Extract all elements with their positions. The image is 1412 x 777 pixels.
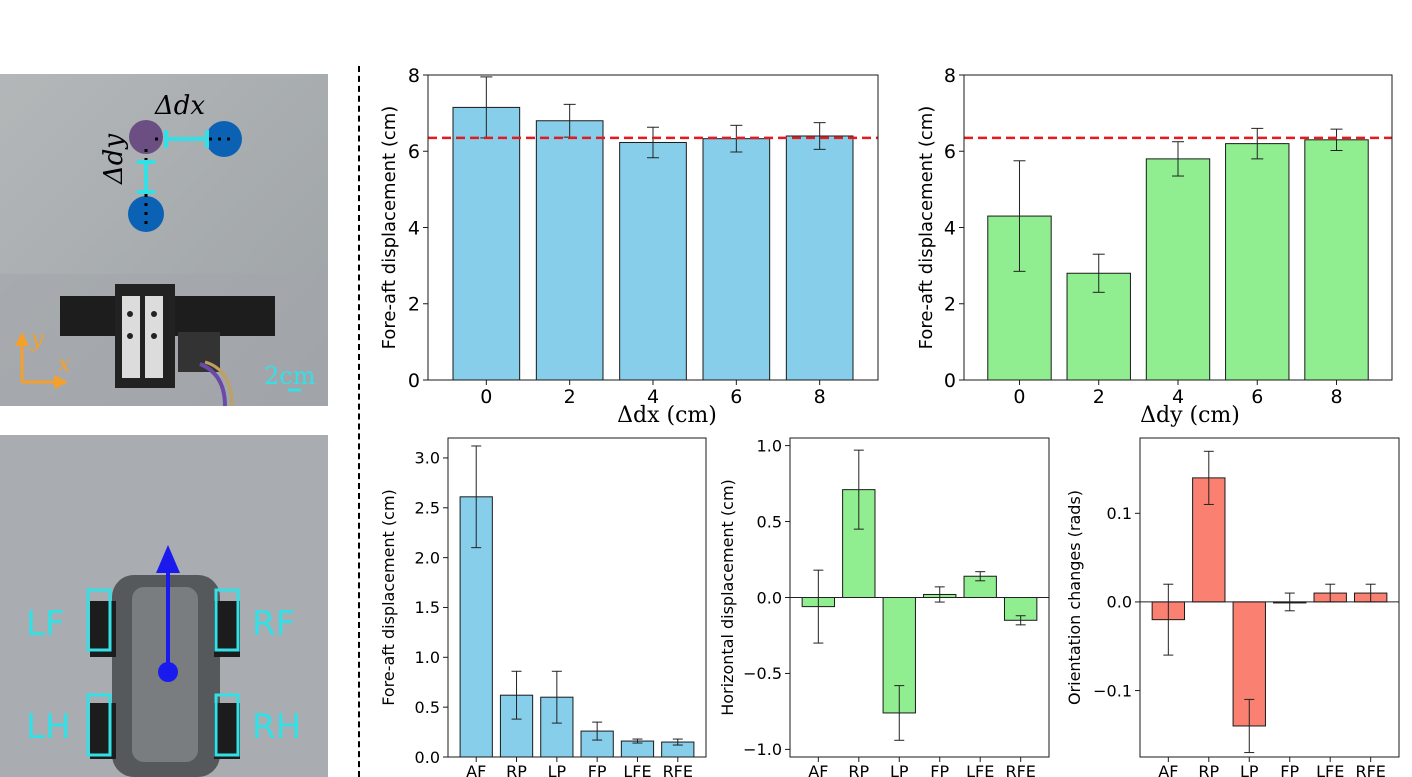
chart-horizontal: −1.0 −0.5 0.0 0.5 1.0 AF RP LP FP LFE RFE Horizonta… bbox=[718, 436, 1050, 777]
axes-icon bbox=[15, 332, 68, 389]
axis-label-y: y bbox=[30, 327, 44, 352]
ytick-label-horizontal-4: 1.0 bbox=[757, 436, 782, 455]
xtick-label-dy-8: 8 bbox=[1330, 386, 1342, 408]
ytick-label-foreaft-2: 1.0 bbox=[415, 648, 440, 667]
xtick-label-orientation-AF: AF bbox=[1158, 762, 1178, 777]
xtick-label-dx-0: 0 bbox=[480, 386, 492, 408]
xtick-label-orientation-RFE: RFE bbox=[1355, 762, 1385, 777]
xtick-label-horizontal-RFE: RFE bbox=[1005, 762, 1035, 777]
bar-dy-6 bbox=[1225, 143, 1290, 381]
xtick-label-orientation-LFE: LFE bbox=[1316, 762, 1344, 777]
xlabel-dx: Δdx (cm) bbox=[617, 403, 717, 428]
xtick-label-horizontal-RP: RP bbox=[848, 762, 869, 777]
leg-label-rh: RH bbox=[252, 707, 301, 747]
ylabel-dx: Fore-aft displacement (cm) bbox=[379, 106, 400, 350]
ytick-label-foreaft-6: 3.0 bbox=[415, 449, 440, 468]
ytick-label-dx-3: 6 bbox=[408, 141, 420, 163]
xtick-label-foreaft-AF: AF bbox=[466, 762, 486, 777]
xtick-label-dy-2: 2 bbox=[1093, 386, 1105, 408]
xtick-label-orientation-LP: LP bbox=[1240, 762, 1259, 777]
ytick-label-dy-3: 6 bbox=[944, 141, 956, 163]
xtick-label-foreaft-FP: FP bbox=[588, 762, 607, 777]
xtick-label-dx-4: 4 bbox=[647, 386, 659, 408]
xtick-label-horizontal-AF: AF bbox=[808, 762, 828, 777]
xtick-label-dy-6: 6 bbox=[1251, 386, 1263, 408]
ytick-label-foreaft-5: 2.5 bbox=[415, 499, 440, 518]
ytick-label-horizontal-1: −0.5 bbox=[743, 664, 782, 683]
photo-bottom-drawing: LF RF LH RH bbox=[0, 435, 328, 777]
xtick-label-dy-0: 0 bbox=[1013, 386, 1025, 408]
ylabel-dy: Fore-aft displacement (cm) bbox=[916, 106, 937, 350]
target-dot-dx bbox=[206, 121, 242, 157]
ytick-label-foreaft-1: 0.5 bbox=[415, 698, 440, 717]
plot-frame-orientation bbox=[1139, 437, 1400, 758]
ytick-label-horizontal-2: 0.0 bbox=[757, 588, 782, 607]
xlabel-dy: Δdy (cm) bbox=[1140, 403, 1240, 428]
bar-dy-4 bbox=[1145, 158, 1211, 381]
chart-foreaft: 0.0 0.5 1.0 1.5 2.0 2.5 3.0 AF RP LP FP LFE RFE Fore-… bbox=[379, 437, 707, 777]
xtick-label-dx-6: 6 bbox=[730, 386, 742, 408]
leg-label-lf: LF bbox=[26, 604, 65, 644]
ytick-label-dy-2: 4 bbox=[944, 217, 956, 239]
label-dy: Δdy bbox=[99, 134, 129, 185]
object-ball bbox=[129, 120, 163, 154]
xtick-label-foreaft-RFE: RFE bbox=[663, 762, 693, 777]
bar-dx-8 bbox=[785, 135, 854, 381]
ylabel-orientation: Orientation changes (rads) bbox=[1065, 490, 1084, 705]
label-dx: Δdx bbox=[154, 91, 205, 121]
dashed-separator bbox=[358, 66, 360, 777]
ytick-label-orientation-0: −0.1 bbox=[1093, 681, 1132, 700]
bar-dy-8 bbox=[1304, 139, 1369, 381]
bar-dx-2 bbox=[535, 120, 604, 381]
xtick-label-dx-8: 8 bbox=[814, 386, 826, 408]
ytick-label-dy-4: 8 bbox=[944, 65, 956, 87]
photo-bottom-robot: LF RF LH RH bbox=[0, 435, 328, 777]
ytick-label-dx-1: 2 bbox=[408, 294, 420, 316]
xtick-label-dx-2: 2 bbox=[564, 386, 576, 408]
chart-dx: 0 2 4 6 8 0 2 4 6 8 Fore-aft displacement (cm) Δdx … bbox=[379, 65, 879, 428]
xtick-label-dy-4: 4 bbox=[1172, 386, 1184, 408]
scale-label: 2cm bbox=[264, 362, 316, 390]
xtick-label-foreaft-LP: LP bbox=[548, 762, 567, 777]
ytick-label-dx-0: 0 bbox=[408, 370, 420, 392]
leg-box-lf bbox=[86, 588, 112, 652]
photo-top-drawing: Δdx Δdy y x 2cm bbox=[0, 74, 328, 406]
photo-top-gripper: Δdx Δdy y x 2cm bbox=[0, 74, 328, 406]
ytick-label-foreaft-4: 2.0 bbox=[415, 548, 440, 567]
leg-label-lh: LH bbox=[26, 707, 71, 747]
bar-dx-0 bbox=[452, 106, 521, 381]
ytick-label-dx-2: 4 bbox=[408, 217, 420, 239]
ytick-label-horizontal-3: 0.5 bbox=[757, 512, 782, 531]
xtick-label-foreaft-LFE: LFE bbox=[623, 762, 651, 777]
ytick-label-foreaft-0: 0.0 bbox=[415, 748, 440, 767]
leg-box-rh bbox=[214, 693, 240, 757]
ytick-label-orientation-2: 0.1 bbox=[1107, 504, 1132, 523]
ytick-label-dy-0: 0 bbox=[944, 370, 956, 392]
xtick-label-foreaft-RP: RP bbox=[506, 762, 527, 777]
bar-dx-6 bbox=[702, 138, 771, 381]
ylabel-foreaft: Fore-aft displacement (cm) bbox=[379, 489, 398, 706]
leg-box-rf bbox=[214, 588, 240, 652]
leg-label-rf: RF bbox=[252, 604, 295, 644]
leg-box-lh bbox=[86, 693, 112, 757]
chart-orientation: −0.1 0.0 0.1 AF RP LP FP LFE RFE Orientation chan… bbox=[1065, 437, 1400, 777]
xtick-label-horizontal-LFE: LFE bbox=[966, 762, 994, 777]
axis-label-x: x bbox=[58, 352, 71, 377]
ytick-label-orientation-1: 0.0 bbox=[1107, 593, 1132, 612]
xtick-label-horizontal-FP: FP bbox=[930, 762, 949, 777]
plot-frame-foreaft bbox=[447, 437, 707, 758]
xtick-label-horizontal-LP: LP bbox=[890, 762, 909, 777]
ytick-label-dy-1: 2 bbox=[944, 294, 956, 316]
xtick-label-orientation-RP: RP bbox=[1198, 762, 1219, 777]
ytick-label-dx-4: 8 bbox=[408, 65, 420, 87]
ylabel-horizontal: Horizontal displacement (cm) bbox=[718, 479, 737, 716]
chart-dy: 0 2 4 6 8 0 2 4 6 8 Fore-aft displacement (cm) Δdy … bbox=[916, 65, 1393, 428]
xtick-label-orientation-FP: FP bbox=[1280, 762, 1299, 777]
ytick-label-foreaft-3: 1.5 bbox=[415, 598, 440, 617]
ytick-label-horizontal-0: −1.0 bbox=[743, 740, 782, 759]
bar-dx-4 bbox=[619, 141, 687, 381]
